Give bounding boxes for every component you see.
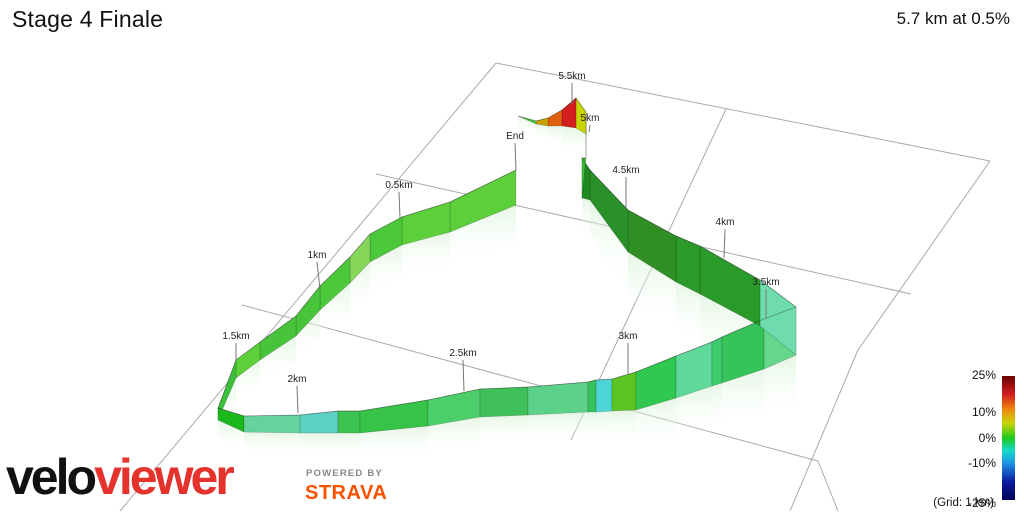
ribbon-reflection-segment xyxy=(548,126,562,147)
ribbon-reflection-segment xyxy=(338,433,360,459)
ribbon-segment xyxy=(587,379,597,413)
ribbon-reflection-segment xyxy=(244,432,300,456)
km-marker-line xyxy=(398,191,401,219)
ribbon-reflection-segment xyxy=(536,124,548,140)
km-marker-line xyxy=(514,142,517,171)
color-scale-bar xyxy=(1002,376,1015,500)
ribbon-reflection-segment xyxy=(450,205,516,265)
km-marker-label: 2.5km xyxy=(449,348,476,359)
ribbon-reflection-segment xyxy=(296,310,320,360)
strava-logo[interactable]: STRAVA xyxy=(305,482,388,504)
ribbon-reflection-segment xyxy=(260,336,296,383)
chart-title: Stage 4 Finale xyxy=(12,6,164,32)
km-marker-label: 0.5km xyxy=(385,180,412,191)
ribbon-reflection-segment xyxy=(636,398,676,451)
ribbon-segment xyxy=(711,336,723,387)
ribbon-reflection-segment xyxy=(590,200,628,296)
ribbon-reflection-segment xyxy=(428,417,480,456)
km-marker-line xyxy=(462,359,465,392)
ribbon-reflection-segment xyxy=(722,369,764,431)
ribbon-reflection xyxy=(218,116,796,459)
km-marker-label: 2km xyxy=(288,374,307,385)
ribbon-segment xyxy=(547,109,563,127)
ribbon-segment xyxy=(595,378,613,413)
ribbon-reflection-segment xyxy=(360,426,428,459)
km-marker-label: End xyxy=(506,131,524,142)
ribbon-reflection-segment xyxy=(320,283,350,338)
grid-line xyxy=(857,160,991,351)
grid-scale-note: (Grid: 1 km) xyxy=(933,497,994,509)
powered-by-label: POWERED BY xyxy=(306,468,383,479)
km-marker-line xyxy=(588,124,591,133)
km-marker-label: 3.5km xyxy=(752,277,779,288)
ribbon-segment xyxy=(561,97,577,129)
ribbon-reflection-segment xyxy=(582,198,590,240)
grid-line xyxy=(817,460,839,512)
ribbon-reflection-segment xyxy=(350,262,370,313)
km-marker-line xyxy=(296,385,299,414)
ribbon-segment xyxy=(479,386,529,418)
ribbon-reflection-segment xyxy=(370,245,402,294)
km-marker-label: 5.5km xyxy=(558,71,585,82)
ribbon-segment xyxy=(243,414,301,434)
ribbon-reflection-segment xyxy=(588,412,596,447)
grid-line xyxy=(789,349,859,512)
route-ribbon xyxy=(217,97,797,434)
km-marker-line xyxy=(316,261,321,291)
ribbon-reflection-segment xyxy=(576,128,586,161)
scale-tick-label: -25% xyxy=(968,496,996,510)
ribbon-segment xyxy=(517,115,537,125)
ribbon-segment xyxy=(337,410,361,434)
scale-tick-label: 10% xyxy=(972,405,996,419)
ribbon-reflection-segment xyxy=(676,282,700,344)
km-marker-label: 3km xyxy=(619,331,638,342)
grid-line xyxy=(495,62,991,162)
ribbon-reflection-segment xyxy=(236,360,260,401)
ribbon-reflection-segment xyxy=(218,420,244,453)
scale-tick-label: 25% xyxy=(972,368,996,382)
ribbon-reflection-segment xyxy=(402,232,450,277)
ribbon-top-edge xyxy=(217,97,797,417)
scale-tick-label: 0% xyxy=(979,431,997,445)
ribbon-reflection-segment xyxy=(300,433,338,459)
ribbon-reflection-segment xyxy=(562,126,576,161)
ribbon-reflection-segment xyxy=(628,252,676,330)
km-marker-label: 1.5km xyxy=(222,331,249,342)
ribbon-reflection-segment xyxy=(480,415,528,449)
gradient-color-scale: 25% 10% 0% -10% -25% xyxy=(968,368,1015,510)
km-marker-label: 1km xyxy=(308,250,327,261)
veloviewer-logo[interactable]: veloviewer xyxy=(6,449,235,505)
grid-line xyxy=(119,62,497,512)
logo-viewer-text: viewer xyxy=(94,449,235,505)
grid-line xyxy=(241,304,819,462)
ribbon-reflection-segment xyxy=(712,383,722,432)
logo-velo-text: velo xyxy=(6,449,97,505)
km-marker-label: 5km xyxy=(581,113,600,124)
ribbon-reflection-segment xyxy=(596,411,612,447)
distance-gradient-summary: 5.7 km at 0.5% xyxy=(896,9,1010,28)
ribbon-segment xyxy=(527,381,589,416)
ribbon-reflection-segment xyxy=(518,116,536,138)
ribbon-reflection-segment xyxy=(676,386,712,442)
scale-tick-label: -10% xyxy=(968,456,996,470)
km-marker-line xyxy=(723,228,726,259)
ribbon-segment xyxy=(581,157,587,199)
ribbon-reflection-segment xyxy=(528,412,588,447)
distance-markers: End 0.5km 1km 1.5km 2km 2.5km 3km 3.5km 4km 4.5km… xyxy=(222,71,780,414)
ribbon-reflection-segment xyxy=(612,410,636,451)
km-marker-label: 4km xyxy=(716,217,735,228)
km-marker-label: 4.5km xyxy=(612,165,639,176)
